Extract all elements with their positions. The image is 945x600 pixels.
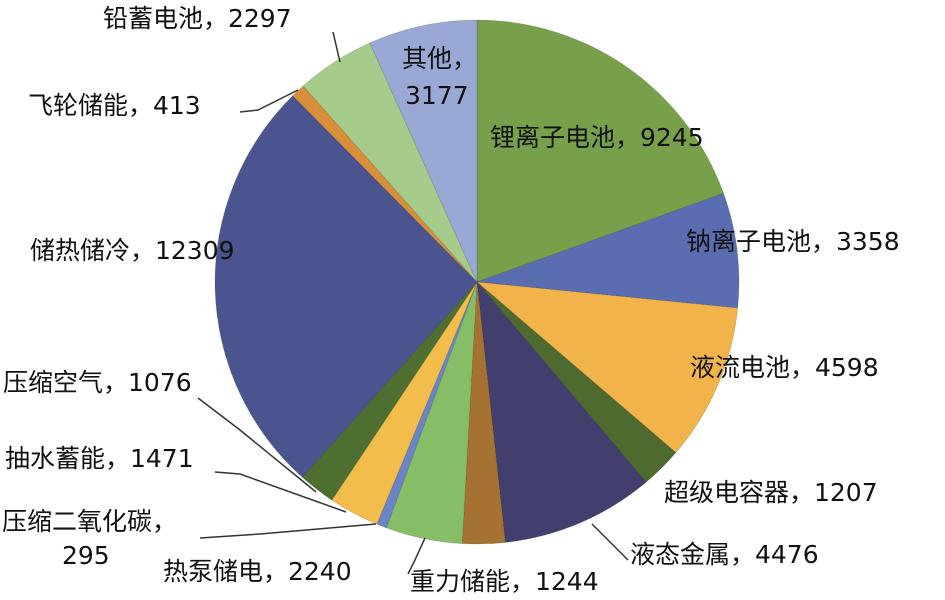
label-lithium-ion: 锂离子电池，9245 [490,123,704,152]
leader-line-pumped-hydro [214,471,347,513]
leader-line-heat-pump [407,537,426,575]
label-other: 其他， [402,44,478,73]
label-flow-battery: 液流电池，4598 [690,353,879,382]
pie-slice-2 [475,281,739,454]
label-flywheel: 飞轮储能，413 [28,91,201,120]
pie-slice-6 [385,281,478,545]
leader-line-flywheel [239,89,299,113]
pie-slice-4 [476,280,647,543]
leader-line-lead-acid [332,31,341,63]
label-thermal-storage: 储热储冷，12309 [30,236,235,265]
pie-slice-1 [476,192,740,309]
label-compressed-air: 压缩空气，1076 [3,368,192,397]
leader-line-co2 [199,523,377,539]
label-other-value: 3177 [405,81,469,110]
label-gravity: 重力储能，1244 [410,567,599,596]
pie-slice-10 [214,95,478,478]
label-sodium-ion: 钠离子电池，3358 [686,227,900,256]
pie-slice-5 [461,281,506,545]
pie-slice-9 [301,281,478,501]
label-compressed-co2-value: 295 [62,541,110,570]
leader-line-liquid-metal [591,523,629,561]
label-pumped-hydro: 抽水蓄能，1471 [5,444,194,473]
label-supercapacitor: 超级电容器，1207 [664,478,878,507]
pie-slice-0 [476,19,725,283]
pie-slice-7 [376,281,478,529]
label-heat-pump: 热泵储电，2240 [163,557,352,586]
label-lead-acid: 铅蓄电池，2297 [103,4,292,33]
label-compressed-co2: 压缩二氧化碳， [2,507,178,536]
pie-slice-8 [331,281,478,525]
leader-line-compressed-air [197,397,317,493]
label-liquid-metal: 液态金属，4476 [630,540,819,569]
pie-slice-13 [369,19,478,283]
pie-slice-12 [302,42,478,283]
pie-slice-3 [476,281,677,483]
